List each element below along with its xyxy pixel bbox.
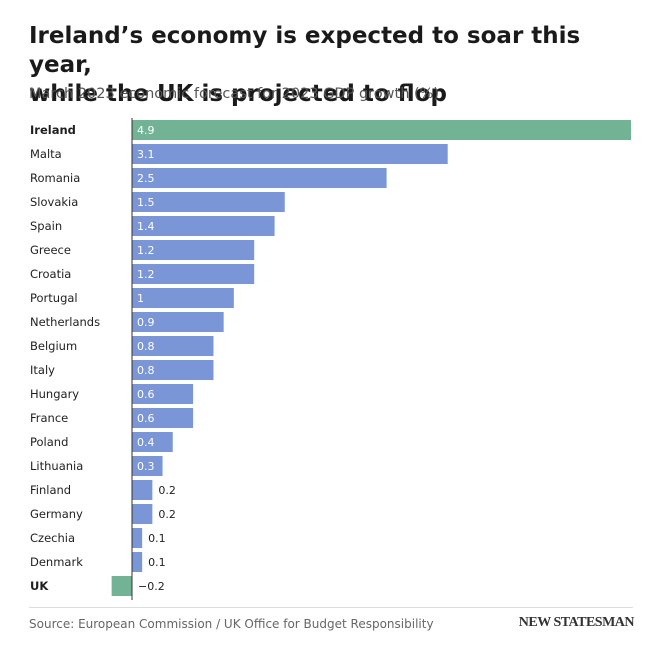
- category-label-germany: Germany: [30, 507, 83, 521]
- category-label-portugal: Portugal: [30, 291, 78, 305]
- category-label-slovakia: Slovakia: [30, 195, 78, 209]
- value-label-france: 0.6: [137, 412, 155, 425]
- chart-subtitle: March 2023 economic forecast for 2023 GD…: [29, 86, 440, 102]
- bar-slovakia: [132, 192, 285, 212]
- value-label-spain: 1.4: [137, 220, 155, 233]
- value-label-portugal: 1: [137, 292, 144, 305]
- value-label-hungary: 0.6: [137, 388, 155, 401]
- bar-chart: Ireland 4.9 Malta 3.1 Romania 2.5 Slovakia 1.5 S…: [30, 118, 631, 600]
- value-label-lithuania: 0.3: [137, 460, 155, 473]
- bar-france: [132, 408, 194, 428]
- category-label-czechia: Czechia: [30, 531, 75, 545]
- value-label-poland: 0.4: [137, 436, 155, 449]
- value-label-greece: 1.2: [137, 244, 155, 257]
- value-label-slovakia: 1.5: [137, 196, 155, 209]
- bar-greece: [132, 240, 255, 260]
- bar-spain: [132, 216, 275, 236]
- category-label-spain: Spain: [30, 219, 62, 233]
- bar-croatia: [132, 264, 255, 284]
- bar-malta: [132, 144, 448, 164]
- bar-portugal: [132, 288, 234, 308]
- value-label-finland: 0.2: [158, 484, 176, 497]
- chart-title-line-2: while the UK is projected to flop: [29, 81, 447, 107]
- bar-romania: [132, 168, 387, 188]
- category-label-italy: Italy: [30, 363, 55, 377]
- category-label-romania: Romania: [30, 171, 80, 185]
- category-label-malta: Malta: [30, 147, 62, 161]
- category-label-hungary: Hungary: [30, 387, 79, 401]
- bar-belgium: [132, 336, 214, 356]
- value-label-belgium: 0.8: [137, 340, 155, 353]
- chart-title: Ireland’s economy is expected to soar th…: [29, 22, 639, 109]
- publisher-logo-text: NEW STATESMAN: [518, 615, 635, 630]
- value-label-uk: −0.2: [138, 580, 165, 593]
- bar-italy: [132, 360, 214, 380]
- value-label-netherlands: 0.9: [137, 316, 155, 329]
- value-label-denmark: 0.1: [148, 556, 166, 569]
- category-label-france: France: [30, 411, 68, 425]
- bar-finland: [132, 480, 153, 500]
- value-label-ireland: 4.9: [137, 124, 155, 137]
- bar-germany: [132, 504, 153, 524]
- bar-hungary: [132, 384, 194, 404]
- value-label-germany: 0.2: [158, 508, 176, 521]
- category-label-finland: Finland: [30, 483, 71, 497]
- bar-uk: [111, 576, 132, 596]
- bar-lithuania: [132, 456, 163, 476]
- bar-netherlands: [132, 312, 224, 332]
- value-label-italy: 0.8: [137, 364, 155, 377]
- footer-divider: [29, 607, 633, 608]
- value-label-romania: 2.5: [137, 172, 155, 185]
- bar-czechia: [132, 528, 143, 548]
- bar-ireland: [132, 120, 631, 140]
- category-label-lithuania: Lithuania: [30, 459, 83, 473]
- category-label-poland: Poland: [30, 435, 68, 449]
- category-label-croatia: Croatia: [30, 267, 71, 281]
- category-label-denmark: Denmark: [30, 555, 83, 569]
- publisher-logo: NEW STATESMAN: [518, 615, 635, 631]
- category-label-ireland: Ireland: [30, 123, 76, 137]
- source-note: Source: European Commission / UK Office …: [29, 617, 434, 631]
- category-label-uk: UK: [30, 579, 49, 593]
- chart-title-line-1: Ireland’s economy is expected to soar th…: [29, 23, 581, 78]
- category-label-greece: Greece: [30, 243, 71, 257]
- bar-denmark: [132, 552, 143, 572]
- category-label-belgium: Belgium: [30, 339, 77, 353]
- value-label-malta: 3.1: [137, 148, 155, 161]
- category-label-netherlands: Netherlands: [30, 315, 100, 329]
- value-label-croatia: 1.2: [137, 268, 155, 281]
- value-label-czechia: 0.1: [148, 532, 166, 545]
- bar-poland: [132, 432, 173, 452]
